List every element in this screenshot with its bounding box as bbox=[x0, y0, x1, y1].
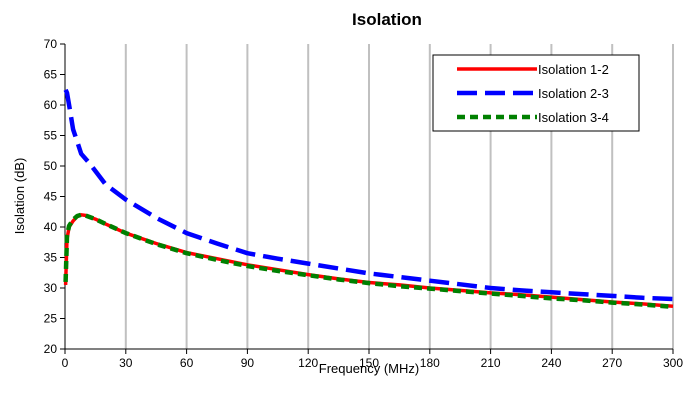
y-tick-label: 25 bbox=[44, 312, 58, 326]
x-tick-label: 30 bbox=[119, 356, 133, 370]
x-tick-label: 120 bbox=[298, 356, 318, 370]
y-tick-label: 30 bbox=[44, 281, 58, 295]
x-tick-label: 180 bbox=[420, 356, 440, 370]
x-tick-label: 150 bbox=[359, 356, 379, 370]
y-tick-label: 65 bbox=[44, 68, 58, 82]
series-line-isolation-2-3 bbox=[63, 88, 674, 302]
legend-label: Isolation 3-4 bbox=[538, 110, 609, 125]
y-tick-label: 40 bbox=[44, 220, 58, 234]
y-axis-label: Isolation (dB) bbox=[12, 158, 27, 235]
x-axis-label: Frequency (MHz) bbox=[319, 361, 419, 376]
chart-title: Isolation bbox=[352, 10, 422, 29]
y-tick-label: 45 bbox=[44, 190, 58, 204]
y-tick-label: 50 bbox=[44, 159, 58, 173]
y-tick-label: 35 bbox=[44, 251, 58, 265]
x-tick-label: 240 bbox=[541, 356, 561, 370]
x-tick-label: 210 bbox=[481, 356, 501, 370]
y-tick-label: 55 bbox=[44, 129, 58, 143]
y-tick-label: 60 bbox=[44, 98, 58, 112]
x-tick-label: 90 bbox=[241, 356, 255, 370]
series-line-isolation-3-4 bbox=[63, 212, 674, 310]
y-tick-label: 70 bbox=[44, 37, 58, 51]
legend: Isolation 1-2 Isolation 2-3 Isolation 3-4 bbox=[432, 54, 640, 132]
x-tick-label: 60 bbox=[180, 356, 194, 370]
x-tick-label: 270 bbox=[602, 356, 622, 370]
x-tick-label: 300 bbox=[663, 356, 683, 370]
legend-label: Isolation 1-2 bbox=[538, 62, 609, 77]
legend-label: Isolation 2-3 bbox=[538, 86, 609, 101]
x-tick-label: 0 bbox=[62, 356, 69, 370]
series-layer bbox=[63, 88, 674, 310]
axis-layer: 0 30 60 90 120 150 180 210 240 270 300 20 25 30 35 40 45… bbox=[44, 37, 684, 370]
y-tick-label: 20 bbox=[44, 342, 58, 356]
